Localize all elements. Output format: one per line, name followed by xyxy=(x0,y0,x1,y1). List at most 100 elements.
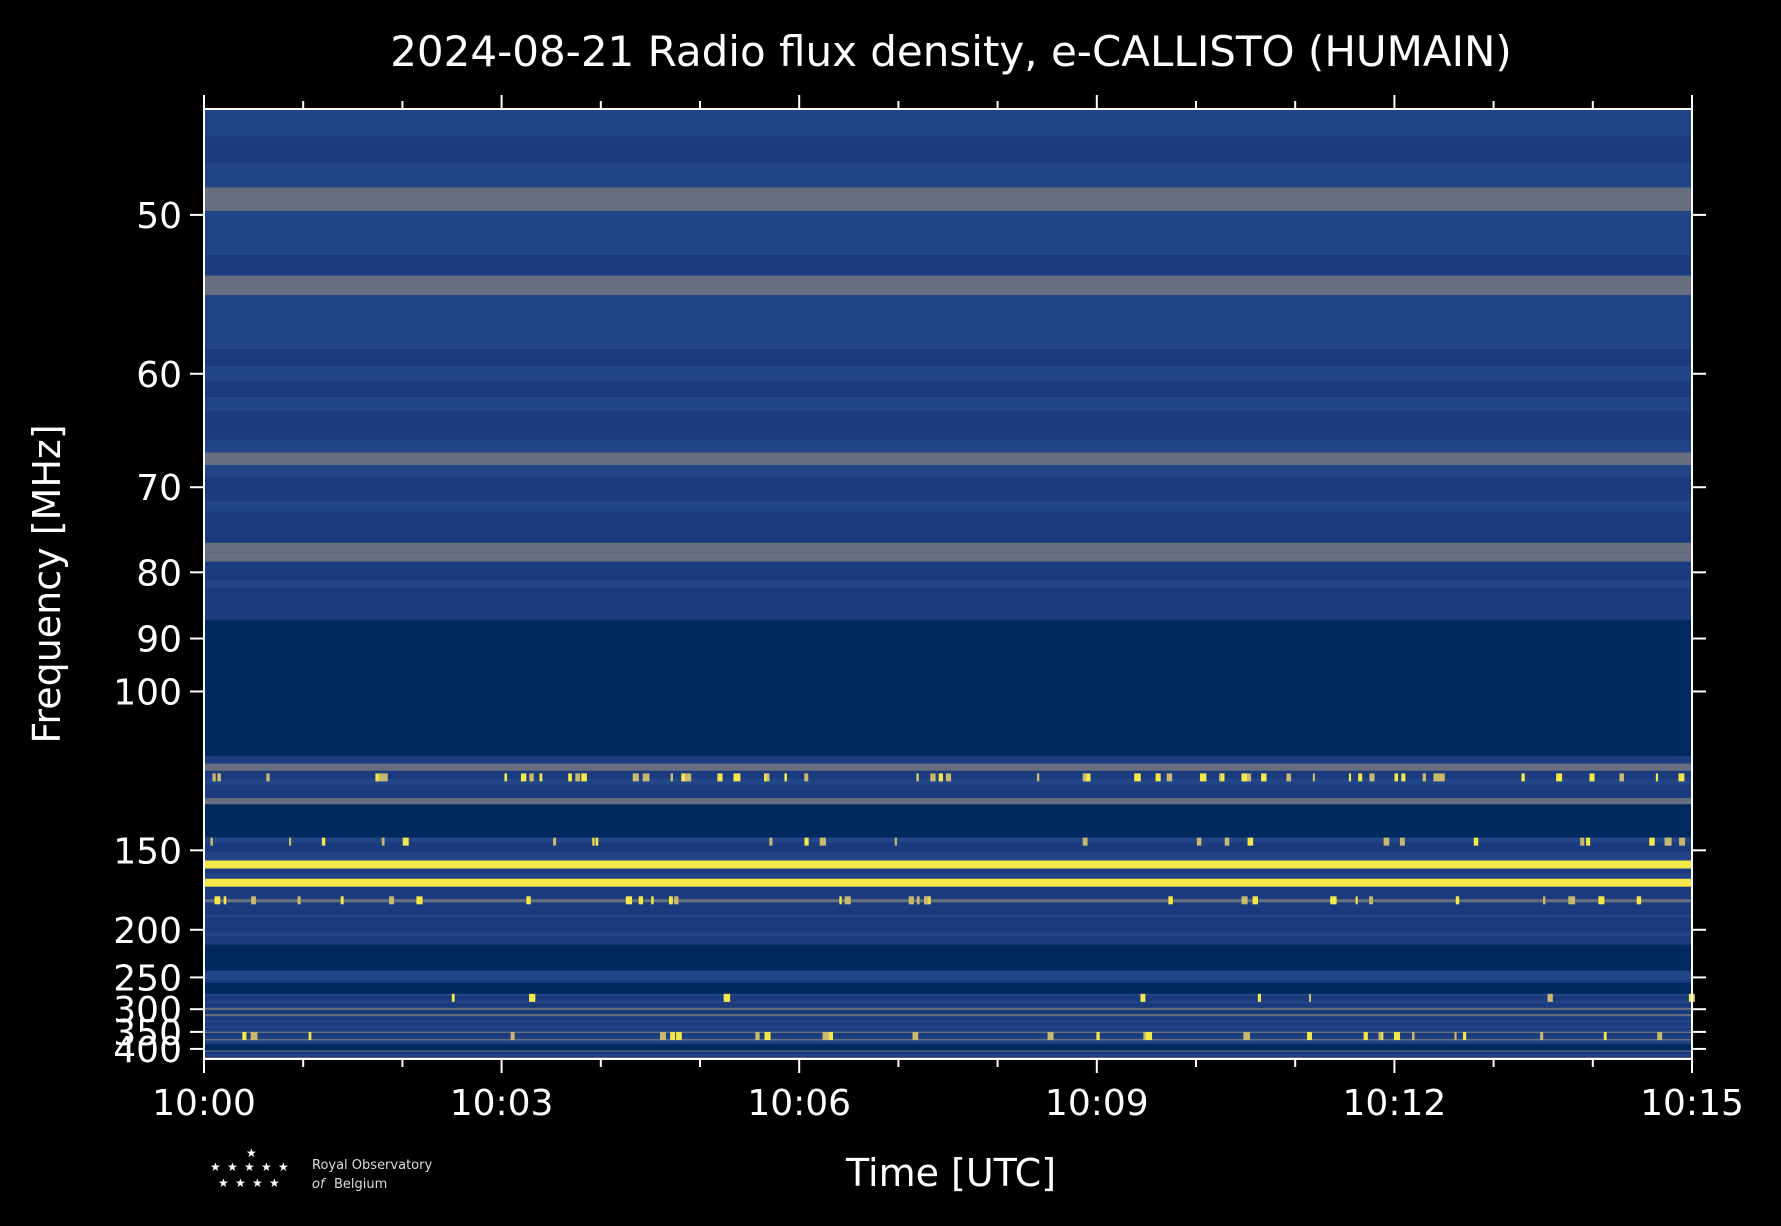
speckle xyxy=(526,896,531,905)
speckle xyxy=(916,773,919,782)
heatmap-row xyxy=(204,109,1692,137)
speckle xyxy=(340,896,344,905)
heatmap-row xyxy=(204,917,1692,921)
heatmap-row xyxy=(204,837,1692,843)
heatmap-row xyxy=(204,892,1692,896)
heatmap-row xyxy=(204,1040,1692,1042)
speckle xyxy=(595,837,599,846)
plot-area xyxy=(204,109,1695,1060)
speckle xyxy=(924,896,929,905)
speckle xyxy=(1401,773,1406,782)
heatmap-row xyxy=(204,1056,1692,1058)
speckle xyxy=(1679,837,1686,846)
speckle xyxy=(529,993,536,1002)
heatmap-row xyxy=(204,976,1692,980)
speckle xyxy=(1393,1032,1401,1041)
bright-line xyxy=(204,860,1692,869)
speckle xyxy=(389,896,395,905)
heatmap-row xyxy=(204,313,1692,332)
logo-line2-belgium: Belgium xyxy=(334,1177,387,1192)
speckle xyxy=(723,993,731,1002)
speckle xyxy=(784,773,787,782)
speckle xyxy=(321,837,326,846)
speckle xyxy=(1036,773,1040,782)
heatmap-row xyxy=(204,381,1692,397)
speckle xyxy=(250,1032,258,1041)
speckle xyxy=(939,773,943,782)
speckle xyxy=(1580,837,1585,846)
heatmap-row xyxy=(204,899,1692,903)
speckle xyxy=(1598,896,1605,905)
svg-text:★: ★ xyxy=(210,1160,221,1174)
y-tick-label: 150 xyxy=(113,831,182,872)
heatmap-row xyxy=(204,993,1692,997)
heatmap-row xyxy=(204,940,1692,945)
speckle xyxy=(510,1032,515,1041)
speckle xyxy=(378,773,384,782)
speckle xyxy=(819,837,827,846)
speckle xyxy=(1540,1032,1544,1041)
heatmap-row xyxy=(204,532,1692,543)
heatmap-row xyxy=(204,187,1692,212)
heatmap-row xyxy=(204,923,1692,927)
speckle xyxy=(733,773,741,782)
speckle xyxy=(912,1032,919,1041)
heatmap-row xyxy=(204,847,1692,853)
heatmap-row xyxy=(204,1021,1692,1024)
svg-text:★: ★ xyxy=(235,1176,246,1190)
speckle xyxy=(822,1032,829,1041)
heatmap-row xyxy=(204,552,1692,562)
speckle xyxy=(1657,1032,1663,1041)
speckle xyxy=(581,773,587,782)
heatmap-row xyxy=(204,604,1692,613)
heatmap-row xyxy=(204,970,1692,974)
speckle xyxy=(1455,896,1460,905)
speckle xyxy=(1140,993,1146,1002)
speckle xyxy=(402,837,409,846)
x-tick-label: 10:15 xyxy=(1640,1083,1744,1124)
heatmap-row xyxy=(204,888,1692,893)
speckle xyxy=(1358,773,1363,782)
svg-text:★: ★ xyxy=(269,1176,280,1190)
speckle xyxy=(1166,773,1173,782)
heatmap-row xyxy=(204,396,1692,412)
speckle xyxy=(1412,1032,1415,1041)
heatmap-row xyxy=(204,1034,1692,1037)
y-tick-label: 400 xyxy=(113,1030,182,1071)
speckle xyxy=(764,773,768,782)
heatmap-bands xyxy=(204,109,1692,1060)
y-tick-label: 80 xyxy=(136,553,182,594)
speckle xyxy=(804,773,809,782)
speckle xyxy=(764,1032,769,1041)
speckle xyxy=(767,1032,771,1041)
speckle xyxy=(670,1032,676,1041)
heatmap-row xyxy=(204,1007,1692,1010)
heatmap-row xyxy=(204,920,1692,924)
heatmap-row xyxy=(204,911,1692,915)
speckle xyxy=(1224,837,1230,846)
heatmap-row xyxy=(204,905,1692,909)
speckle xyxy=(1145,1032,1153,1041)
speckle xyxy=(844,896,851,905)
heatmap-row xyxy=(204,1017,1692,1020)
speckle xyxy=(266,773,270,782)
speckle xyxy=(632,773,639,782)
heatmap-row xyxy=(204,869,1692,874)
speckle xyxy=(251,896,256,905)
speckle xyxy=(1678,773,1685,782)
heatmap-row xyxy=(204,136,1692,163)
speckle xyxy=(1047,1032,1054,1041)
heatmap-row xyxy=(204,1026,1692,1029)
chart-title: 2024-08-21 Radio flux density, e-CALLIST… xyxy=(390,27,1512,76)
heatmap-row xyxy=(204,411,1692,426)
speckle xyxy=(1143,1032,1148,1041)
heatmap-row xyxy=(204,465,1692,478)
speckle xyxy=(308,1032,312,1041)
speckle xyxy=(1168,896,1173,905)
speckle xyxy=(1454,1032,1457,1041)
heatmap-row xyxy=(204,856,1692,861)
speckle xyxy=(1586,837,1591,846)
heatmap-row xyxy=(204,439,1692,453)
speckle xyxy=(1096,1032,1100,1041)
